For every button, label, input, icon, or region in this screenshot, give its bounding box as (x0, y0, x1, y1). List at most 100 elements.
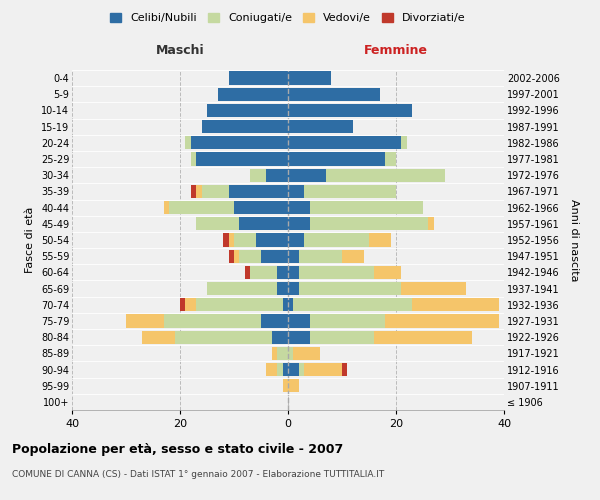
Bar (180, 298, 185, 312)
Bar (326, 168, 445, 182)
Bar (283, 379, 288, 392)
Bar (288, 152, 385, 166)
Bar (142, 330, 175, 344)
Bar (245, 266, 250, 279)
Bar (277, 266, 288, 279)
Bar (229, 234, 234, 246)
Bar (261, 314, 288, 328)
Bar (288, 88, 380, 101)
Bar (229, 72, 288, 85)
Bar (256, 234, 288, 246)
Text: Maschi: Maschi (155, 44, 205, 57)
Bar (277, 346, 288, 360)
Bar (277, 282, 288, 295)
Bar (272, 346, 277, 360)
Legend: Celibi/Nubili, Coniugati/e, Vedovi/e, Divorziati/e: Celibi/Nubili, Coniugati/e, Vedovi/e, Di… (108, 10, 468, 26)
Bar (299, 266, 374, 279)
Bar (310, 217, 428, 230)
Bar (374, 266, 401, 279)
Bar (369, 234, 391, 246)
Bar (310, 330, 374, 344)
Bar (304, 234, 369, 246)
Bar (304, 363, 342, 376)
Bar (234, 250, 239, 263)
Bar (342, 250, 364, 263)
Bar (288, 282, 299, 295)
Bar (229, 250, 234, 263)
Bar (175, 330, 272, 344)
Bar (401, 136, 407, 149)
Bar (196, 298, 283, 312)
Bar (185, 298, 196, 312)
Bar (288, 314, 310, 328)
Bar (401, 282, 466, 295)
Bar (272, 330, 288, 344)
Bar (250, 168, 266, 182)
Bar (229, 185, 288, 198)
Bar (223, 234, 229, 246)
Bar (288, 120, 353, 134)
Bar (266, 363, 277, 376)
Y-axis label: Anni di nascita: Anni di nascita (569, 198, 579, 281)
Bar (288, 379, 299, 392)
Bar (283, 298, 288, 312)
Bar (164, 314, 261, 328)
Bar (288, 234, 304, 246)
Bar (239, 217, 288, 230)
Bar (185, 136, 191, 149)
Bar (288, 185, 304, 198)
Y-axis label: Fasce di età: Fasce di età (25, 207, 35, 273)
Bar (234, 234, 256, 246)
Bar (288, 217, 310, 230)
Bar (304, 185, 396, 198)
Bar (310, 201, 423, 214)
Bar (288, 346, 293, 360)
Bar (218, 88, 288, 101)
Bar (202, 185, 229, 198)
Bar (283, 363, 288, 376)
Bar (342, 363, 347, 376)
Bar (288, 201, 310, 214)
Bar (288, 104, 412, 117)
Bar (202, 120, 288, 134)
Bar (299, 363, 304, 376)
Bar (293, 298, 412, 312)
Bar (288, 72, 331, 85)
Bar (288, 330, 310, 344)
Bar (288, 250, 299, 263)
Bar (288, 298, 293, 312)
Bar (207, 104, 288, 117)
Bar (239, 250, 261, 263)
Bar (288, 168, 326, 182)
Bar (250, 266, 277, 279)
Bar (277, 363, 283, 376)
Bar (385, 152, 396, 166)
Text: Popolazione per età, sesso e stato civile - 2007: Popolazione per età, sesso e stato civil… (12, 442, 343, 456)
Bar (310, 314, 385, 328)
Bar (266, 168, 288, 182)
Bar (288, 266, 299, 279)
Bar (191, 185, 196, 198)
Bar (299, 250, 342, 263)
Bar (293, 346, 320, 360)
Text: COMUNE DI CANNA (CS) - Dati ISTAT 1° gennaio 2007 - Elaborazione TUTTITALIA.IT: COMUNE DI CANNA (CS) - Dati ISTAT 1° gen… (12, 470, 384, 479)
Bar (196, 217, 239, 230)
Bar (428, 217, 434, 230)
Bar (191, 152, 196, 166)
Bar (207, 282, 277, 295)
Bar (261, 250, 288, 263)
Bar (164, 201, 169, 214)
Bar (288, 136, 401, 149)
Bar (191, 136, 288, 149)
Bar (374, 330, 472, 344)
Bar (385, 314, 499, 328)
Bar (126, 314, 164, 328)
Bar (288, 363, 299, 376)
Bar (412, 298, 499, 312)
Bar (169, 201, 234, 214)
Bar (196, 185, 202, 198)
Bar (196, 152, 288, 166)
Bar (299, 282, 401, 295)
Bar (234, 201, 288, 214)
Text: Femmine: Femmine (364, 44, 428, 57)
